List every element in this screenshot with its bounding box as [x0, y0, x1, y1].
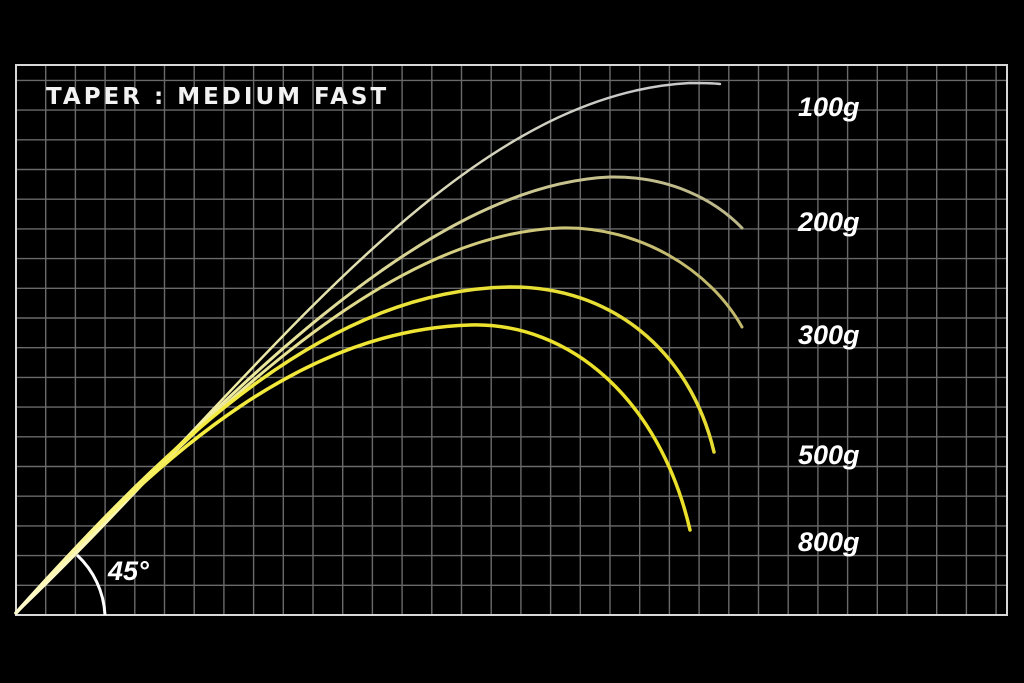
angle-label: 45°	[108, 556, 149, 586]
label-100g: 100g	[798, 92, 860, 122]
label-500g: 500g	[798, 440, 860, 470]
curves	[14, 81, 744, 615]
label-800g: 800g	[798, 527, 860, 557]
diagram-title: TAPER : MEDIUM FAST	[46, 84, 390, 110]
curve-800g	[14, 323, 692, 615]
curve-500g	[14, 285, 716, 615]
label-300g: 300g	[798, 320, 860, 350]
angle-arc	[75, 553, 107, 616]
grid	[16, 65, 1007, 615]
label-200g: 200g	[798, 207, 860, 237]
frame	[15, 64, 1008, 616]
